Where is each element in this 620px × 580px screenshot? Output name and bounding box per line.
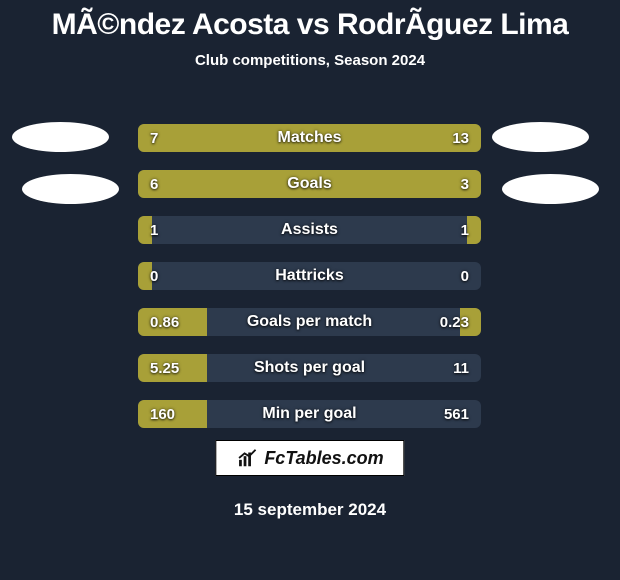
stat-label: Min per goal bbox=[138, 400, 481, 428]
stat-label: Goals bbox=[138, 170, 481, 198]
comparison-card: MÃ©ndez Acosta vs RodrÃ­guez Lima Club c… bbox=[0, 0, 620, 580]
brand-badge: FcTables.com bbox=[215, 440, 404, 476]
page-subtitle: Club competitions, Season 2024 bbox=[0, 52, 620, 69]
avatar-right-player bbox=[492, 122, 589, 152]
stat-label: Matches bbox=[138, 124, 481, 152]
chart-icon bbox=[236, 447, 258, 469]
page-title: MÃ©ndez Acosta vs RodrÃ­guez Lima bbox=[0, 0, 620, 42]
stat-label: Shots per goal bbox=[138, 354, 481, 382]
avatar-right-club bbox=[502, 174, 599, 204]
stat-row: 713Matches bbox=[138, 124, 481, 152]
avatar-left-player bbox=[12, 122, 109, 152]
date-text: 15 september 2024 bbox=[0, 500, 620, 520]
stat-row: 63Goals bbox=[138, 170, 481, 198]
stat-label: Goals per match bbox=[138, 308, 481, 336]
avatar-left-club bbox=[22, 174, 119, 204]
stat-label: Hattricks bbox=[138, 262, 481, 290]
stat-label: Assists bbox=[138, 216, 481, 244]
stat-row: 11Assists bbox=[138, 216, 481, 244]
stat-row: 5.2511Shots per goal bbox=[138, 354, 481, 382]
stat-row: 0.860.23Goals per match bbox=[138, 308, 481, 336]
stat-row: 00Hattricks bbox=[138, 262, 481, 290]
stat-bars: 713Matches 63Goals 11Assists 00Hattricks 0.8… bbox=[138, 124, 481, 446]
stat-row: 160561Min per goal bbox=[138, 400, 481, 428]
brand-text: FcTables.com bbox=[264, 448, 383, 469]
